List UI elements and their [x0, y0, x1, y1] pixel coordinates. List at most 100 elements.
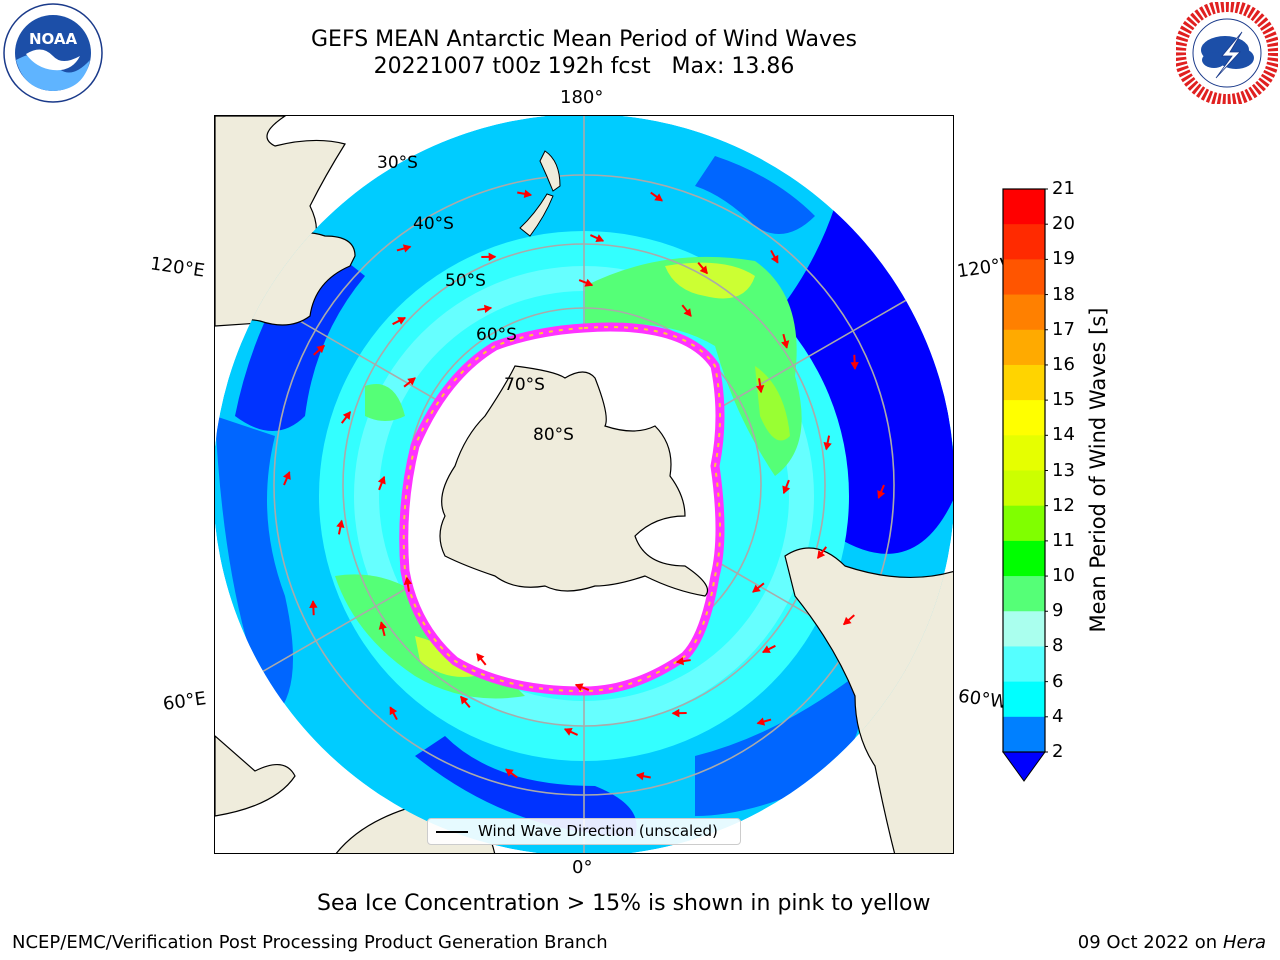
wind-arrow-head — [377, 475, 386, 485]
wind-arrow-head — [762, 645, 771, 653]
wind-arrow-head — [484, 304, 493, 314]
wind-arrow-head — [402, 244, 412, 253]
colorbar-band — [1003, 329, 1045, 366]
wind-arrow-head — [699, 265, 708, 275]
wind-arrow-head — [378, 621, 387, 630]
lon-label-60e: 60°E — [161, 688, 208, 715]
wind-arrow-head — [342, 411, 351, 420]
wind-arrow-head — [476, 653, 485, 662]
colorbar-tick-label: 9 — [1052, 600, 1064, 622]
wind-arrow-head — [752, 584, 761, 593]
wind-arrow-head — [675, 656, 684, 666]
ocean-field — [215, 116, 953, 853]
colorbar-tick-label: 8 — [1052, 635, 1064, 657]
colorbar-band — [1003, 224, 1045, 260]
colorbar-band — [1003, 646, 1045, 683]
lat-label-30s: 30°S — [377, 153, 418, 173]
wind-arrow-head — [595, 234, 605, 242]
wind-arrow-head — [574, 683, 584, 692]
noaa-logo-icon: NOAA — [3, 3, 103, 103]
nws-logo-icon — [1176, 2, 1278, 104]
wind-arrow-head — [584, 278, 594, 287]
wind-arrow-head — [563, 728, 573, 736]
colorbar-band — [1003, 681, 1045, 718]
colorbar-band — [1003, 294, 1045, 331]
wind-arrow-head — [389, 706, 398, 716]
colorbar-tick-label: 11 — [1052, 529, 1075, 551]
lon-label-120e: 120°E — [148, 253, 206, 282]
wind-arrow-head — [782, 485, 791, 495]
wind-arrow-head — [505, 768, 514, 777]
colorbar-band — [1003, 540, 1045, 577]
colorbar-band — [1003, 435, 1045, 471]
colorbar-tick-label: 18 — [1052, 283, 1075, 305]
wind-arrow-head — [488, 252, 497, 262]
lat-label-80s: 80°S — [533, 425, 574, 445]
footer-credit: NCEP/EMC/Verification Post Processing Pr… — [12, 932, 608, 953]
colorbar-band — [1003, 259, 1045, 296]
wind-arrow-head — [755, 385, 765, 394]
wind-arrow-head — [843, 616, 852, 626]
polar-map: 30°S 40°S 50°S 60°S 70°S 80°S — [214, 115, 954, 854]
wind-arrow-head — [823, 441, 832, 451]
wind-arrow-head — [770, 254, 779, 264]
lon-label-0: 0° — [572, 857, 593, 878]
wind-arrow-head — [407, 377, 416, 386]
map-canvas — [215, 116, 953, 853]
colorbar-tick-label: 17 — [1052, 318, 1075, 340]
colorbar-band — [1003, 470, 1045, 507]
wind-arrows — [282, 189, 886, 781]
footer-date: 09 Oct 2022 on Hera — [1078, 933, 1266, 953]
wind-arrow-head — [683, 308, 692, 317]
noaa-logo-text: NOAA — [29, 30, 78, 48]
colorbar-band — [1003, 576, 1045, 612]
wind-arrow-head — [877, 490, 886, 499]
colorbar-band — [1003, 189, 1045, 225]
wind-arrow-head — [850, 361, 859, 370]
wind-arrow-head — [309, 600, 318, 609]
colorbar-tick-label: 12 — [1052, 494, 1075, 516]
lat-label-60s: 60°S — [476, 325, 517, 345]
colorbar-band — [1003, 716, 1045, 753]
colorbar-tick-label: 20 — [1052, 213, 1075, 235]
wind-arrow-head — [282, 471, 291, 480]
wind-arrow-head — [460, 695, 469, 705]
colorbar-tick-label: 15 — [1052, 389, 1075, 411]
colorbar-band — [1003, 364, 1045, 401]
colorbar-tick-label: 19 — [1052, 248, 1075, 270]
footer-host: Hera — [1222, 932, 1266, 953]
antarctica-land — [439, 365, 709, 597]
wind-arrow-head — [781, 340, 790, 349]
colorbar-tick-label: 4 — [1052, 705, 1064, 727]
wind-arrow-head — [756, 717, 766, 726]
colorbar-tick-label: 14 — [1052, 424, 1075, 446]
wind-arrow-head — [403, 576, 413, 585]
chart-subtitle: 20221007 t00z 192h fcst Max: 13.86 — [373, 54, 795, 79]
colorbar-tick-label: 10 — [1052, 565, 1075, 587]
wind-arrow-head — [397, 317, 406, 325]
colorbar-band — [1003, 611, 1045, 647]
colorbar-tick-label: 13 — [1052, 459, 1075, 481]
lat-label-70s: 70°S — [504, 375, 545, 395]
colorbar-tick-label: 21 — [1052, 178, 1075, 199]
wind-arrow-head — [817, 550, 826, 559]
wind-arrow-head — [671, 708, 680, 718]
wind-arrow-head — [336, 519, 345, 529]
wind-arrow-head — [654, 193, 663, 202]
footer-date-text: 09 Oct 2022 on — [1077, 932, 1218, 953]
lat-label-50s: 50°S — [445, 271, 486, 291]
colorbar-tick-label: 6 — [1052, 670, 1064, 692]
map-legend: Wind Wave Direction (unscaled) — [427, 818, 741, 845]
colorbar-band — [1003, 400, 1045, 436]
colorbar — [1002, 188, 1048, 782]
colorbar-label: Mean Period of Wind Waves [s] — [1086, 307, 1110, 633]
colorbar-under-triangle — [1002, 751, 1046, 782]
wind-arrow-head — [316, 344, 325, 354]
lat-label-40s: 40°S — [413, 214, 454, 234]
colorbar-tick-label: 16 — [1052, 353, 1075, 375]
wind-arrow-head — [635, 772, 645, 781]
sea-ice-note: Sea Ice Concentration > 15% is shown in … — [317, 891, 931, 916]
legend-line-icon — [436, 831, 468, 833]
chart-title: GEFS MEAN Antarctic Mean Period of Wind … — [311, 27, 857, 52]
lon-label-180: 180° — [560, 87, 604, 108]
